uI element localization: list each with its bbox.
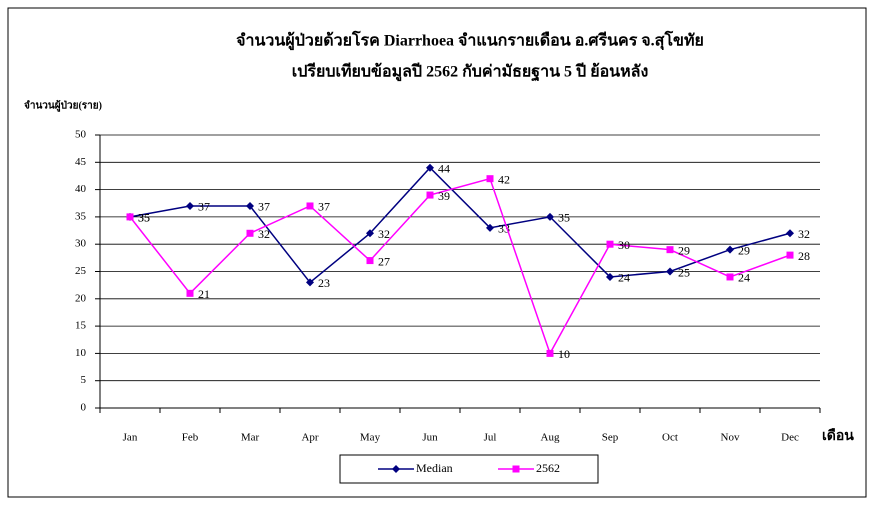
y-tick-label: 40: [75, 183, 87, 195]
x-tick-label: Dec: [781, 432, 799, 444]
y-tick-label: 50: [75, 129, 87, 141]
data-label: 32: [798, 227, 810, 241]
point: [786, 251, 794, 259]
point: [606, 240, 614, 248]
data-label: 42: [498, 172, 510, 186]
data-label: 10: [558, 347, 570, 361]
point: [126, 213, 134, 221]
x-axis-label: เดือน: [822, 428, 854, 444]
point: [246, 229, 254, 237]
data-label: 21: [198, 287, 210, 301]
point: [786, 229, 794, 238]
point: [546, 349, 554, 357]
point: [666, 267, 674, 276]
y-tick-label: 15: [75, 320, 87, 332]
point: [392, 465, 400, 473]
point: [486, 175, 494, 183]
data-label: 35: [138, 211, 150, 225]
y-tick-label: 0: [81, 402, 87, 414]
point: [246, 201, 254, 210]
point: [366, 229, 374, 238]
chart-subtitle: เปรียบเทียบข้อมูลปี 2562 กับค่ามัธยฐาน 5…: [292, 62, 649, 83]
data-label: 32: [378, 227, 390, 241]
data-label: 37: [318, 200, 330, 214]
chart-title: จำนวนผู้ป่วยด้วยโรค Diarrhoea จำแนกรายเด…: [236, 30, 704, 52]
point: [186, 289, 194, 297]
legend-label: 2562: [536, 461, 560, 475]
point: [306, 278, 314, 287]
point: [512, 465, 520, 473]
data-label: 24: [738, 271, 750, 285]
data-label: 29: [738, 243, 750, 257]
y-tick-label: 5: [81, 374, 87, 386]
series-line: [129, 177, 791, 356]
point: [726, 245, 734, 254]
series-line: [129, 166, 791, 284]
data-label: 33: [498, 222, 510, 236]
point: [186, 201, 194, 210]
y-tick-label: 10: [75, 347, 87, 359]
x-tick-label: Jul: [484, 432, 497, 444]
point: [726, 273, 734, 281]
x-tick-label: Feb: [182, 432, 199, 444]
data-label: 39: [438, 189, 450, 203]
data-label: 24: [618, 271, 630, 285]
y-tick-label: 30: [75, 238, 87, 250]
data-label: 37: [258, 200, 270, 214]
point: [306, 202, 314, 210]
data-label: 35: [558, 211, 570, 225]
data-label: 44: [438, 162, 450, 176]
point: [666, 246, 674, 254]
y-tick-label: 25: [75, 265, 87, 277]
x-tick-label: Jan: [123, 432, 138, 444]
x-tick-label: Sep: [602, 432, 619, 444]
y-tick-label: 35: [75, 210, 87, 222]
data-label: 37: [198, 200, 210, 214]
point: [486, 223, 494, 232]
legend-label: Median: [416, 461, 453, 475]
point: [606, 272, 614, 281]
x-tick-label: Nov: [721, 432, 740, 444]
point: [426, 163, 434, 172]
x-tick-label: May: [360, 432, 381, 444]
data-label: 27: [378, 254, 390, 268]
x-tick-label: Aug: [541, 432, 560, 444]
data-label: 23: [318, 276, 330, 290]
x-tick-label: Mar: [241, 432, 260, 444]
x-tick-label: Oct: [662, 432, 678, 444]
data-label: 32: [258, 227, 270, 241]
x-tick-label: Jun: [422, 432, 438, 444]
x-tick-label: Apr: [301, 432, 318, 444]
point: [426, 191, 434, 199]
data-label: 25: [678, 265, 690, 279]
data-label: 29: [678, 243, 690, 257]
y-tick-label: 45: [75, 156, 87, 168]
y-axis-label: จำนวนผู้ป่วย(ราย): [24, 99, 102, 112]
point: [366, 257, 374, 265]
data-label: 35: [138, 211, 150, 225]
data-label: 30: [618, 238, 630, 252]
point: [546, 212, 554, 221]
y-tick-label: 20: [75, 292, 87, 304]
data-label: 28: [798, 249, 810, 263]
